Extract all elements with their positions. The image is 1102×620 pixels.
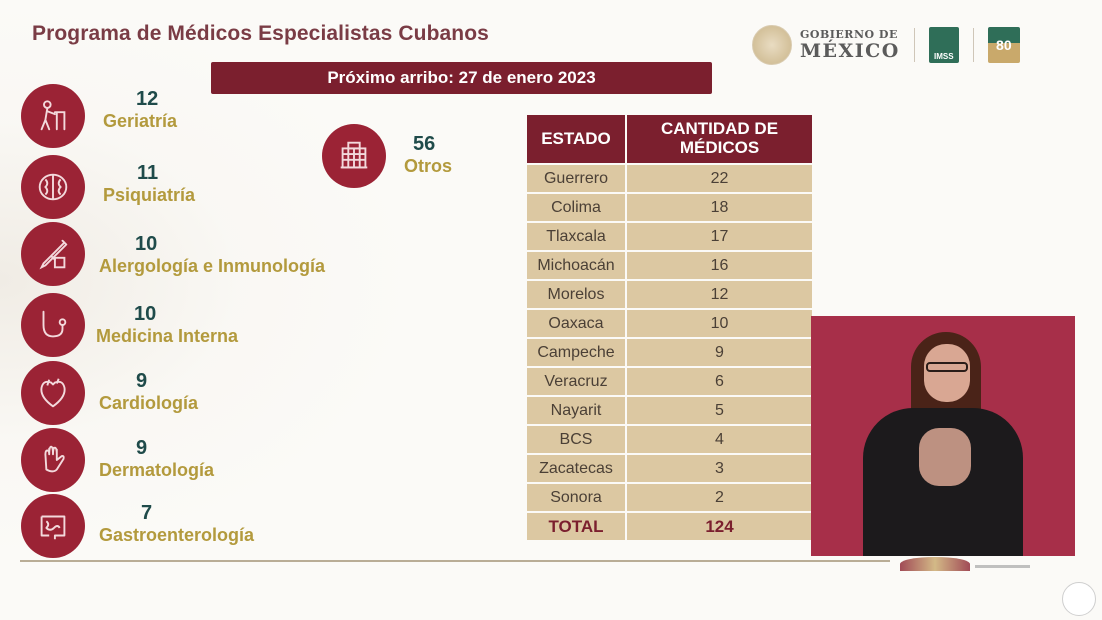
state-cell: Campeche (527, 339, 625, 366)
table-header-row: ESTADO CANTIDAD DE MÉDICOS (527, 115, 812, 163)
others-label: Otros (404, 156, 453, 176)
specialty-label: Medicina Interna (96, 326, 239, 346)
doctors-by-state-table: ESTADO CANTIDAD DE MÉDICOS Guerrero 22 Co… (527, 115, 816, 540)
specialty-count: 10 (135, 233, 158, 255)
count-cell: 5 (627, 397, 812, 424)
logo-divider (972, 28, 974, 62)
page-title: Programa de Médicos Especialistas Cubano… (32, 22, 489, 45)
gobierno-mexico-logo: GOBIERNO DE MÉXICO (800, 29, 900, 61)
next-arrival-banner: Próximo arribo: 27 de enero 2023 (211, 62, 712, 94)
gobierno-line1: GOBIERNO DE (800, 28, 898, 41)
stethoscope-icon (21, 293, 85, 357)
specialty-count: 7 (141, 502, 153, 524)
specialty-psiquiatria: 11 Psiquiatría (21, 155, 195, 219)
state-cell: Michoacán (527, 252, 625, 279)
interpreter-glasses (926, 362, 968, 372)
count-cell: 3 (627, 455, 812, 482)
specialty-medicina-interna: 10 Medicina Interna (21, 293, 238, 357)
gobierno-line2: MÉXICO (800, 40, 900, 62)
interpreter-face (924, 344, 970, 402)
count-cell: 16 (627, 252, 812, 279)
specialty-label: Alergología e Inmunología (99, 256, 326, 276)
table-row: Michoacán 16 (527, 252, 812, 279)
table-row: Zacatecas 3 (527, 455, 812, 482)
count-cell: 12 (627, 281, 812, 308)
footer-url (975, 565, 1030, 568)
count-cell: 6 (627, 368, 812, 395)
imss-80-logo: 80 (987, 27, 1020, 63)
brain-icon (21, 155, 85, 219)
table-row: BCS 4 (527, 426, 812, 453)
table-row: Sonora 2 (527, 484, 812, 511)
table-row: Colima 18 (527, 194, 812, 221)
table-row: Oaxaca 10 (527, 310, 812, 337)
column-header-estado: ESTADO (527, 115, 625, 163)
syringe-icon (21, 222, 85, 286)
count-cell: 22 (627, 165, 812, 192)
sign-language-interpreter-video (811, 316, 1075, 556)
specialty-label: Psiquiatría (103, 185, 196, 205)
count-cell: 10 (627, 310, 812, 337)
specialty-dermatologia: 9 Dermatología (21, 428, 214, 492)
count-cell: 18 (627, 194, 812, 221)
specialty-count: 9 (136, 370, 148, 392)
specialty-label: Gastroenterología (99, 525, 255, 545)
table-row: Tlaxcala 17 (527, 223, 812, 250)
specialty-label: Cardiología (99, 393, 199, 413)
heart-icon (21, 361, 85, 425)
state-cell: Tlaxcala (527, 223, 625, 250)
logo-divider (913, 28, 915, 62)
state-cell: Oaxaca (527, 310, 625, 337)
specialty-cardiologia: 9 Cardiología (21, 361, 198, 425)
specialty-geriatria: 12 Geriatría (21, 84, 177, 148)
count-cell: 9 (627, 339, 812, 366)
state-cell: Nayarit (527, 397, 625, 424)
total-label: TOTAL (527, 513, 625, 540)
state-cell: Guerrero (527, 165, 625, 192)
coat-of-arms-icon (752, 25, 792, 65)
table-total-row: TOTAL 124 (527, 513, 812, 540)
count-cell: 17 (627, 223, 812, 250)
total-value: 124 (627, 513, 812, 540)
state-cell: Morelos (527, 281, 625, 308)
interpreter-hands (919, 428, 971, 486)
specialty-gastroenterologia: 7 Gastroenterología (21, 494, 254, 558)
count-cell: 4 (627, 426, 812, 453)
imss-logo: IMSS (928, 27, 959, 63)
state-cell: Veracruz (527, 368, 625, 395)
specialty-count: 9 (136, 437, 148, 459)
state-cell: Sonora (527, 484, 625, 511)
column-header-cantidad: CANTIDAD DE MÉDICOS (627, 115, 812, 163)
specialty-count: 12 (136, 88, 159, 110)
table-row: Campeche 9 (527, 339, 812, 366)
hospital-icon (322, 124, 386, 188)
table-row: Morelos 12 (527, 281, 812, 308)
footer-emblem-icon (900, 557, 970, 571)
table-row: Guerrero 22 (527, 165, 812, 192)
state-cell: Zacatecas (527, 455, 625, 482)
broadcast-watermark-icon (1062, 582, 1096, 616)
state-cell: BCS (527, 426, 625, 453)
others-count: 56 (413, 133, 436, 155)
specialty-label: Dermatología (99, 460, 215, 480)
specialty-count: 10 (134, 303, 157, 325)
specialty-label: Geriatría (103, 111, 178, 131)
hand-icon (21, 428, 85, 492)
specialty-alergologia: 10 Alergología e Inmunología (21, 222, 325, 286)
logos-bar: GOBIERNO DE MÉXICO IMSS 80 (752, 22, 1020, 68)
footer-divider (20, 560, 890, 562)
table-row: Veracruz 6 (527, 368, 812, 395)
state-cell: Colima (527, 194, 625, 221)
specialty-otros: 56 Otros (322, 124, 452, 188)
intestine-icon (21, 494, 85, 558)
table-row: Nayarit 5 (527, 397, 812, 424)
count-cell: 2 (627, 484, 812, 511)
specialty-count: 11 (137, 162, 159, 184)
elderly-walker-icon (21, 84, 85, 148)
